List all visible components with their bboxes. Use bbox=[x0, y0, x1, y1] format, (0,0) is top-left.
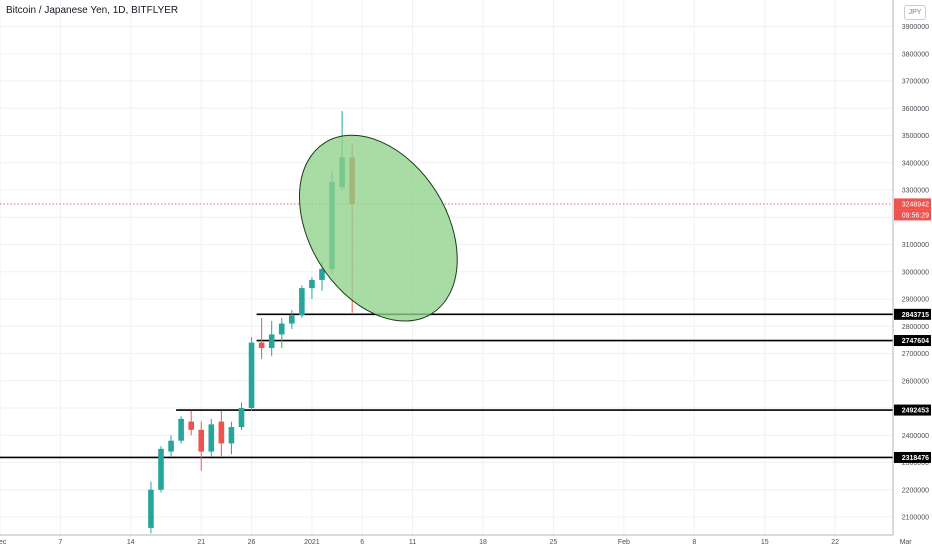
candle-body[interactable] bbox=[158, 448, 164, 490]
x-tick-label: 21 bbox=[197, 539, 205, 546]
x-tick-label: 2021 bbox=[304, 539, 320, 546]
x-tick-label: Mar bbox=[900, 539, 913, 546]
x-tick-label: 7 bbox=[58, 539, 62, 546]
x-tick-label: Feb bbox=[618, 539, 630, 546]
level-tag bbox=[894, 335, 931, 347]
candle-body[interactable] bbox=[238, 408, 245, 428]
level-tag bbox=[894, 451, 931, 463]
level-tag-label: 2747604 bbox=[902, 338, 929, 345]
x-tick-label: 6 bbox=[360, 539, 364, 546]
currency-badge[interactable]: JPY bbox=[904, 5, 926, 20]
x-tick-label: Dec bbox=[0, 539, 7, 546]
candle-body[interactable] bbox=[168, 440, 174, 452]
time-axis-panel bbox=[0, 535, 932, 550]
y-tick-label: 2300000 bbox=[902, 460, 929, 467]
candle-body[interactable] bbox=[309, 279, 315, 289]
y-tick-label: 3300000 bbox=[902, 188, 929, 195]
x-tick-label: 22 bbox=[831, 539, 839, 546]
y-tick-label: 3100000 bbox=[902, 242, 929, 249]
candle-body[interactable] bbox=[278, 323, 285, 335]
x-tick-label: 14 bbox=[127, 539, 135, 546]
highlight-ellipse[interactable] bbox=[267, 106, 490, 350]
level-tag-label: 2492453 bbox=[902, 408, 929, 415]
x-tick-label: 15 bbox=[761, 539, 769, 546]
candle-body[interactable] bbox=[198, 429, 205, 452]
x-tick-label: 25 bbox=[550, 539, 558, 546]
candle-body[interactable] bbox=[248, 342, 255, 408]
price-tags: 2843715 2747604 2492453 2318476 3248942 09:56… bbox=[894, 198, 931, 463]
x-tick-label: 18 bbox=[479, 539, 487, 546]
candle-body[interactable] bbox=[218, 421, 225, 444]
level-tag bbox=[894, 404, 931, 416]
candle-body[interactable] bbox=[299, 288, 305, 316]
level-tag bbox=[894, 308, 931, 320]
y-tick-label: 3000000 bbox=[902, 269, 929, 276]
candle-body[interactable] bbox=[148, 489, 154, 528]
annotation-layer bbox=[267, 106, 490, 350]
y-tick-label: 3600000 bbox=[902, 106, 929, 113]
chart-title: Bitcoin / Japanese Yen, 1D, BITFLYER bbox=[6, 5, 179, 16]
candle-body[interactable] bbox=[319, 269, 325, 280]
current-price-tag bbox=[894, 198, 931, 210]
y-tick-label: 3900000 bbox=[902, 24, 929, 31]
y-tick-label: 3400000 bbox=[902, 160, 929, 167]
x-tick-label: 8 bbox=[692, 539, 696, 546]
y-tick-label: 2700000 bbox=[902, 351, 929, 358]
y-tick-label: 2600000 bbox=[902, 378, 929, 385]
candle-body[interactable] bbox=[289, 315, 295, 324]
y-tick-label: 2900000 bbox=[902, 297, 929, 304]
candle-body[interactable] bbox=[268, 334, 275, 349]
y-tick-label: 2400000 bbox=[902, 433, 929, 440]
candle-body[interactable] bbox=[208, 424, 215, 452]
candle-body[interactable] bbox=[178, 418, 184, 441]
y-tick-label: 3500000 bbox=[902, 133, 929, 140]
support-levels bbox=[0, 313, 893, 459]
y-tick-label: 3800000 bbox=[902, 51, 929, 58]
y-tick-label: 2200000 bbox=[902, 487, 929, 494]
current-price-tag-label: 3248942 bbox=[902, 201, 929, 208]
level-tag-label: 2318476 bbox=[902, 455, 929, 462]
countdown-tag-label: 09:56:29 bbox=[902, 212, 929, 219]
level-tag-label: 2843715 bbox=[902, 312, 929, 319]
candle-body[interactable] bbox=[188, 421, 194, 430]
candle-body[interactable] bbox=[228, 427, 235, 444]
y-tick-label: 3700000 bbox=[902, 79, 929, 86]
y-tick-label: 2800000 bbox=[902, 324, 929, 331]
x-tick-label: 11 bbox=[409, 539, 416, 546]
y-tick-label: 2100000 bbox=[902, 515, 929, 522]
candle-body[interactable] bbox=[258, 342, 265, 349]
countdown-tag bbox=[894, 209, 931, 221]
x-tick-label: 26 bbox=[248, 539, 256, 546]
